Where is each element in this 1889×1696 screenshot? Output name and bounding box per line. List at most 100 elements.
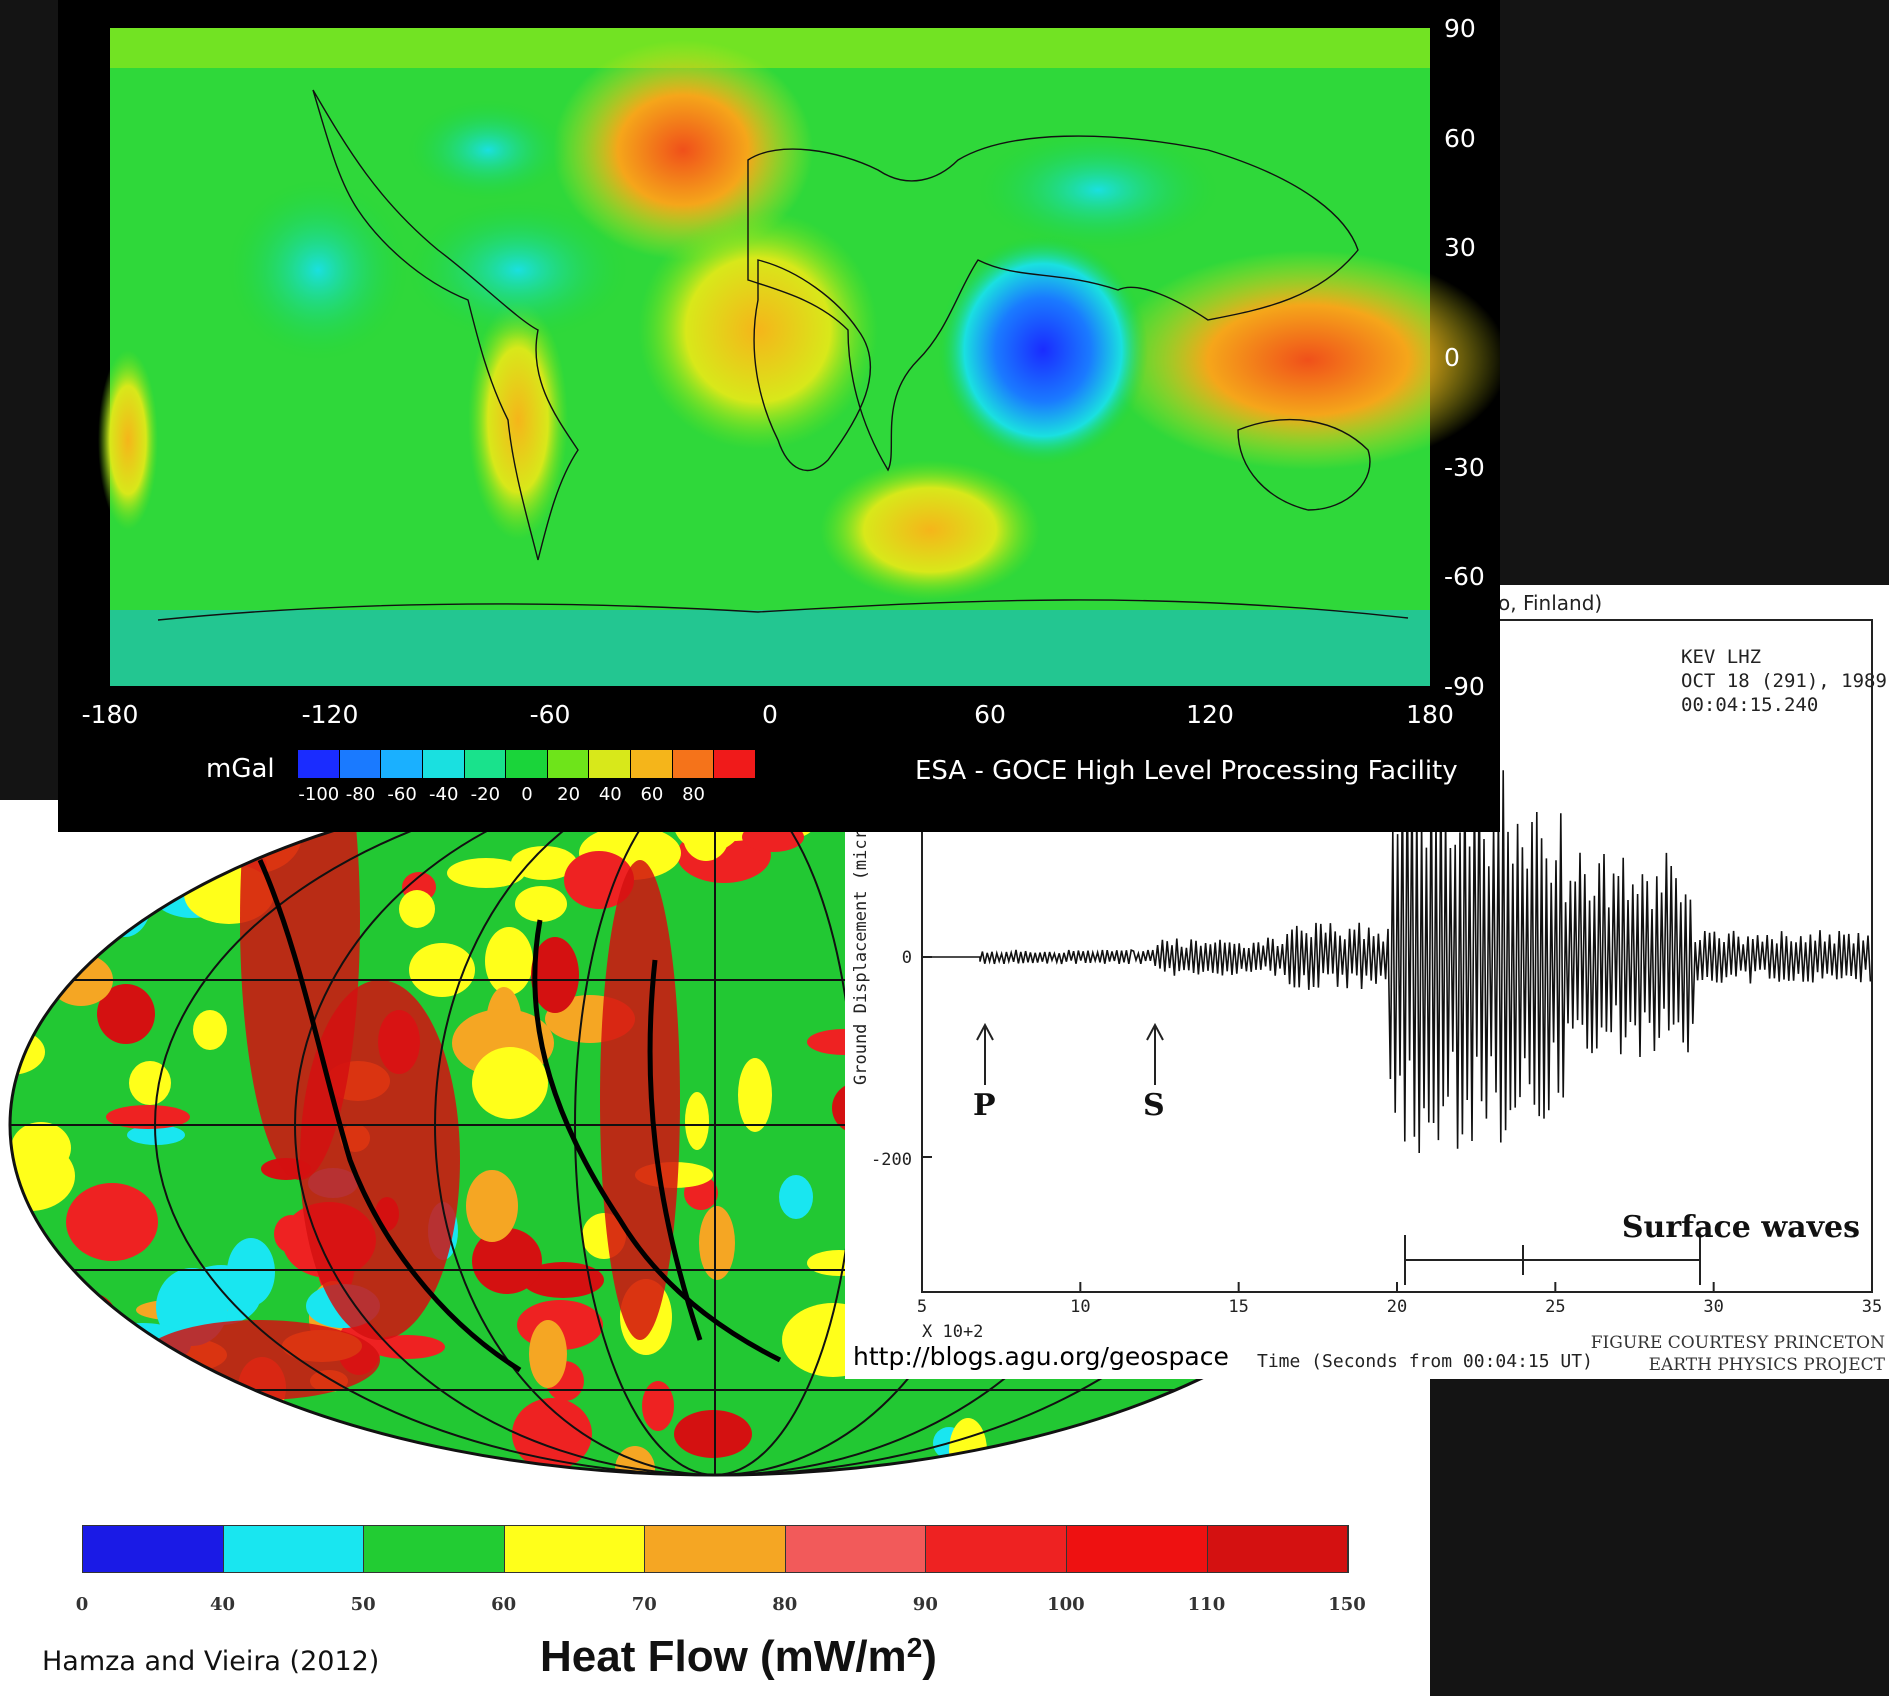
heat-flow-patch: [391, 1450, 463, 1475]
heat-flow-patch: [779, 1175, 813, 1219]
heat-flow-patch: [1339, 1417, 1420, 1475]
gravity-colorbar-tick: 60: [640, 784, 664, 805]
gravity-x-tick: -60: [529, 700, 571, 729]
seismo-x-tick: 30: [1703, 1297, 1723, 1317]
heat-flow-patch: [466, 1170, 518, 1242]
heat-flow-colorbar-tick: 40: [210, 1594, 236, 1615]
gravity-colorbar-swatch: [506, 750, 548, 778]
gravity-colorbar-tick: 20: [557, 784, 581, 805]
gravity-colorbar-tick: -60: [387, 784, 417, 805]
seismo-x-tick: 20: [1387, 1297, 1407, 1317]
heat-flow-patch: [978, 1453, 1050, 1475]
gravity-y-tick: -30: [1444, 453, 1485, 482]
gravity-colorbar-tick: -80: [345, 784, 376, 805]
seismo-x-tick: 10: [1070, 1297, 1090, 1317]
heat-flow-patch: [11, 1122, 71, 1174]
heat-flow-patch: [472, 1228, 542, 1294]
gravity-colorbar-tick: 0: [521, 784, 533, 805]
heat-flow-patch: [399, 890, 435, 928]
heat-flow-patch: [738, 1058, 772, 1132]
gravity-colorbar-swatch: [589, 750, 632, 778]
heat-flow-credit: Hamza and Vieira (2012): [42, 1646, 380, 1677]
gravity-x-tick: 120: [1186, 700, 1234, 729]
seismo-url: http://blogs.agu.org/geospace: [853, 1342, 1229, 1371]
gravity-colorbar: [298, 750, 757, 778]
gravity-colorbar-swatch: [631, 750, 673, 778]
heat-flow-colorbar-tick: 0: [75, 1594, 89, 1615]
heat-flow-patch: [685, 1092, 709, 1150]
seismo-courtesy-1: FIGURE COURTESY PRINCETON: [1591, 1333, 1885, 1353]
gravity-colorbar-swatch: [422, 750, 465, 778]
heat-flow-patch: [699, 1206, 735, 1280]
gravity-colorbar-swatch: [339, 750, 382, 778]
gravity-y-tick: -60: [1444, 562, 1485, 591]
seismo-x-label: Time (Seconds from 00:04:15 UT): [1257, 1351, 1593, 1372]
heat-flow-colorbar: [82, 1525, 1349, 1573]
heat-flow-patch: [193, 1446, 223, 1475]
gravity-y-tick: 30: [1444, 233, 1476, 262]
heat-flow-patch: [485, 927, 533, 995]
gravity-colorbar-swatch: [672, 750, 715, 778]
heat-flow-patch: [10, 866, 46, 916]
heat-flow-patch: [564, 851, 634, 909]
seismo-trace: [922, 765, 1872, 1154]
heat-flow-patch: [642, 1381, 674, 1431]
gravity-y-tick: 0: [1444, 343, 1460, 372]
gravity-colorbar-swatch: [298, 750, 340, 778]
gravity-colorbar-tick: -20: [470, 784, 501, 805]
heat-flow-patch: [193, 1010, 227, 1050]
heat-flow-colorbar-tick: 50: [350, 1594, 376, 1615]
seismo-x-tick: 35: [1862, 1297, 1882, 1317]
heat-flow-patch: [129, 1061, 171, 1105]
seismo-header: o, Finland): [1498, 591, 1602, 615]
heat-flow-patch: [274, 1215, 308, 1253]
seismo-y-tick-0: 0: [902, 948, 912, 968]
seismo-station: KEV LHZ: [1681, 646, 1761, 668]
heat-flow-patch: [409, 943, 475, 997]
seismo-x-tick: 5: [917, 1297, 927, 1317]
heat-flow-ridge: [600, 860, 680, 1340]
gravity-colorbar-swatch: [714, 750, 757, 778]
heat-flow-colorbar-swatch: [926, 1526, 1067, 1572]
heat-flow-title-end: ): [922, 1632, 937, 1681]
heat-flow-patch: [1109, 1470, 1143, 1475]
seismo-time: 00:04:15.240: [1681, 694, 1818, 716]
heat-flow-patch: [66, 1183, 158, 1261]
seismo-y-tick-200: -200: [871, 1150, 912, 1170]
heat-flow-colorbar-tick: 90: [912, 1594, 938, 1615]
seismo-y-label: Ground Displacement (microns): [851, 788, 871, 1085]
heat-flow-colorbar-tick: 80: [772, 1594, 798, 1615]
seismo-s-label: S: [1143, 1088, 1165, 1123]
heat-flow-colorbar-swatch: [364, 1526, 505, 1572]
heat-flow-patch: [98, 861, 152, 937]
heat-flow-colorbar-tick: 110: [1187, 1594, 1226, 1615]
seismo-x-multiplier: X 10+2: [922, 1322, 983, 1342]
heat-flow-colorbar-swatch: [504, 1526, 646, 1572]
heat-flow-patch: [106, 1105, 190, 1129]
heat-flow-patch: [531, 937, 579, 1013]
heat-flow-patch: [10, 986, 28, 1056]
seismo-courtesy-2: EARTH PHYSICS PROJECT: [1649, 1355, 1886, 1375]
heat-flow-colorbar-tick: 70: [631, 1594, 657, 1615]
gravity-colorbar-tick: -100: [298, 784, 340, 805]
heat-flow-colorbar-swatch: [645, 1526, 786, 1572]
gravity-panel: 90 60 30 0 -30 -60 -90 -180 -120 -60 0 60 120 180 mG…: [58, 0, 1500, 832]
heat-flow-patch: [100, 829, 138, 867]
heat-flow-ridge: [300, 980, 460, 1340]
gravity-colorbar-tick: -40: [429, 784, 459, 805]
gravity-colorbar-swatch: [464, 750, 507, 778]
gravity-colorbar-tick: 80: [682, 784, 705, 805]
heat-flow-title-text: Heat Flow (mW/m: [540, 1632, 907, 1681]
gravity-x-tick: 60: [974, 700, 1006, 729]
gravity-y-tick: -90: [1444, 672, 1485, 701]
heat-flow-patch: [511, 846, 577, 880]
heat-flow-title: Heat Flow (mW/m2): [540, 1632, 937, 1682]
gravity-x-tick: -180: [81, 700, 139, 729]
gravity-map: [98, 28, 1500, 686]
heat-flow-patch: [512, 1398, 592, 1470]
seismo-surface-label: Surface waves: [1622, 1210, 1860, 1245]
heat-flow-title-sup: 2: [906, 1632, 923, 1663]
heat-flow-patch: [447, 858, 525, 888]
heat-flow-colorbar-swatch: [1207, 1526, 1349, 1572]
heat-flow-colorbar-swatch: [83, 1526, 224, 1572]
